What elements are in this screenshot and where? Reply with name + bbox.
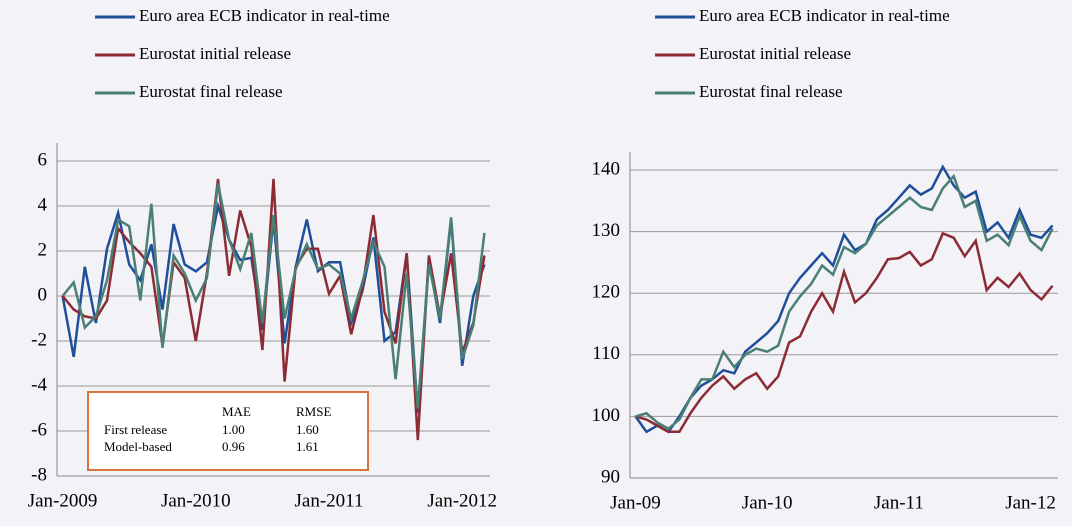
- stats-box: [87, 391, 369, 471]
- y-tick-label: 110: [592, 343, 620, 364]
- y-tick-label: 140: [592, 158, 621, 179]
- x-tick-label: Jan-2012: [427, 490, 497, 511]
- y-tick-label: 4: [38, 194, 48, 215]
- table-cell: Model-based: [104, 439, 172, 454]
- y-tick-label: 6: [38, 149, 48, 170]
- x-tick-label: Jan-2010: [161, 490, 231, 511]
- x-tick-label: Jan-09: [610, 492, 661, 513]
- legend-label: Eurostat final release: [699, 82, 843, 101]
- table-cell: 1.60: [296, 422, 319, 437]
- series-line: [61, 183, 486, 409]
- x-tick-label: Jan-2011: [295, 490, 364, 511]
- series-line: [634, 164, 1054, 434]
- y-tick-label: 0: [38, 284, 48, 305]
- x-tick-label: Jan-12: [1005, 492, 1056, 513]
- y-tick-label: 130: [592, 220, 621, 241]
- legend-label: Eurostat initial release: [139, 44, 291, 63]
- table-cell: First release: [104, 422, 167, 437]
- y-tick-label: -2: [31, 329, 47, 350]
- table-cell: 1.00: [222, 422, 245, 437]
- x-tick-label: Jan-11: [874, 492, 924, 513]
- table-cell: 0.96: [222, 439, 245, 454]
- y-tick-label: -4: [31, 374, 47, 395]
- y-tick-label: 90: [601, 466, 620, 487]
- x-tick-label: Jan-2009: [28, 490, 98, 511]
- y-tick-label: 2: [38, 239, 48, 260]
- legend-label: Eurostat final release: [139, 82, 283, 101]
- table-header: RMSE: [296, 404, 331, 419]
- table-header: MAE: [222, 404, 251, 419]
- legend-label: Eurostat initial release: [699, 44, 851, 63]
- table-cell: 1.61: [296, 439, 319, 454]
- x-tick-label: Jan-10: [742, 492, 793, 513]
- y-tick-label: 120: [592, 282, 621, 303]
- y-tick-label: -6: [31, 419, 47, 440]
- y-tick-label: -8: [31, 464, 47, 485]
- legend-label: Euro area ECB indicator in real-time: [139, 6, 390, 25]
- y-tick-label: 100: [592, 405, 621, 426]
- series-line: [635, 173, 1054, 431]
- series-line: [635, 231, 1054, 434]
- legend-label: Euro area ECB indicator in real-time: [699, 6, 950, 25]
